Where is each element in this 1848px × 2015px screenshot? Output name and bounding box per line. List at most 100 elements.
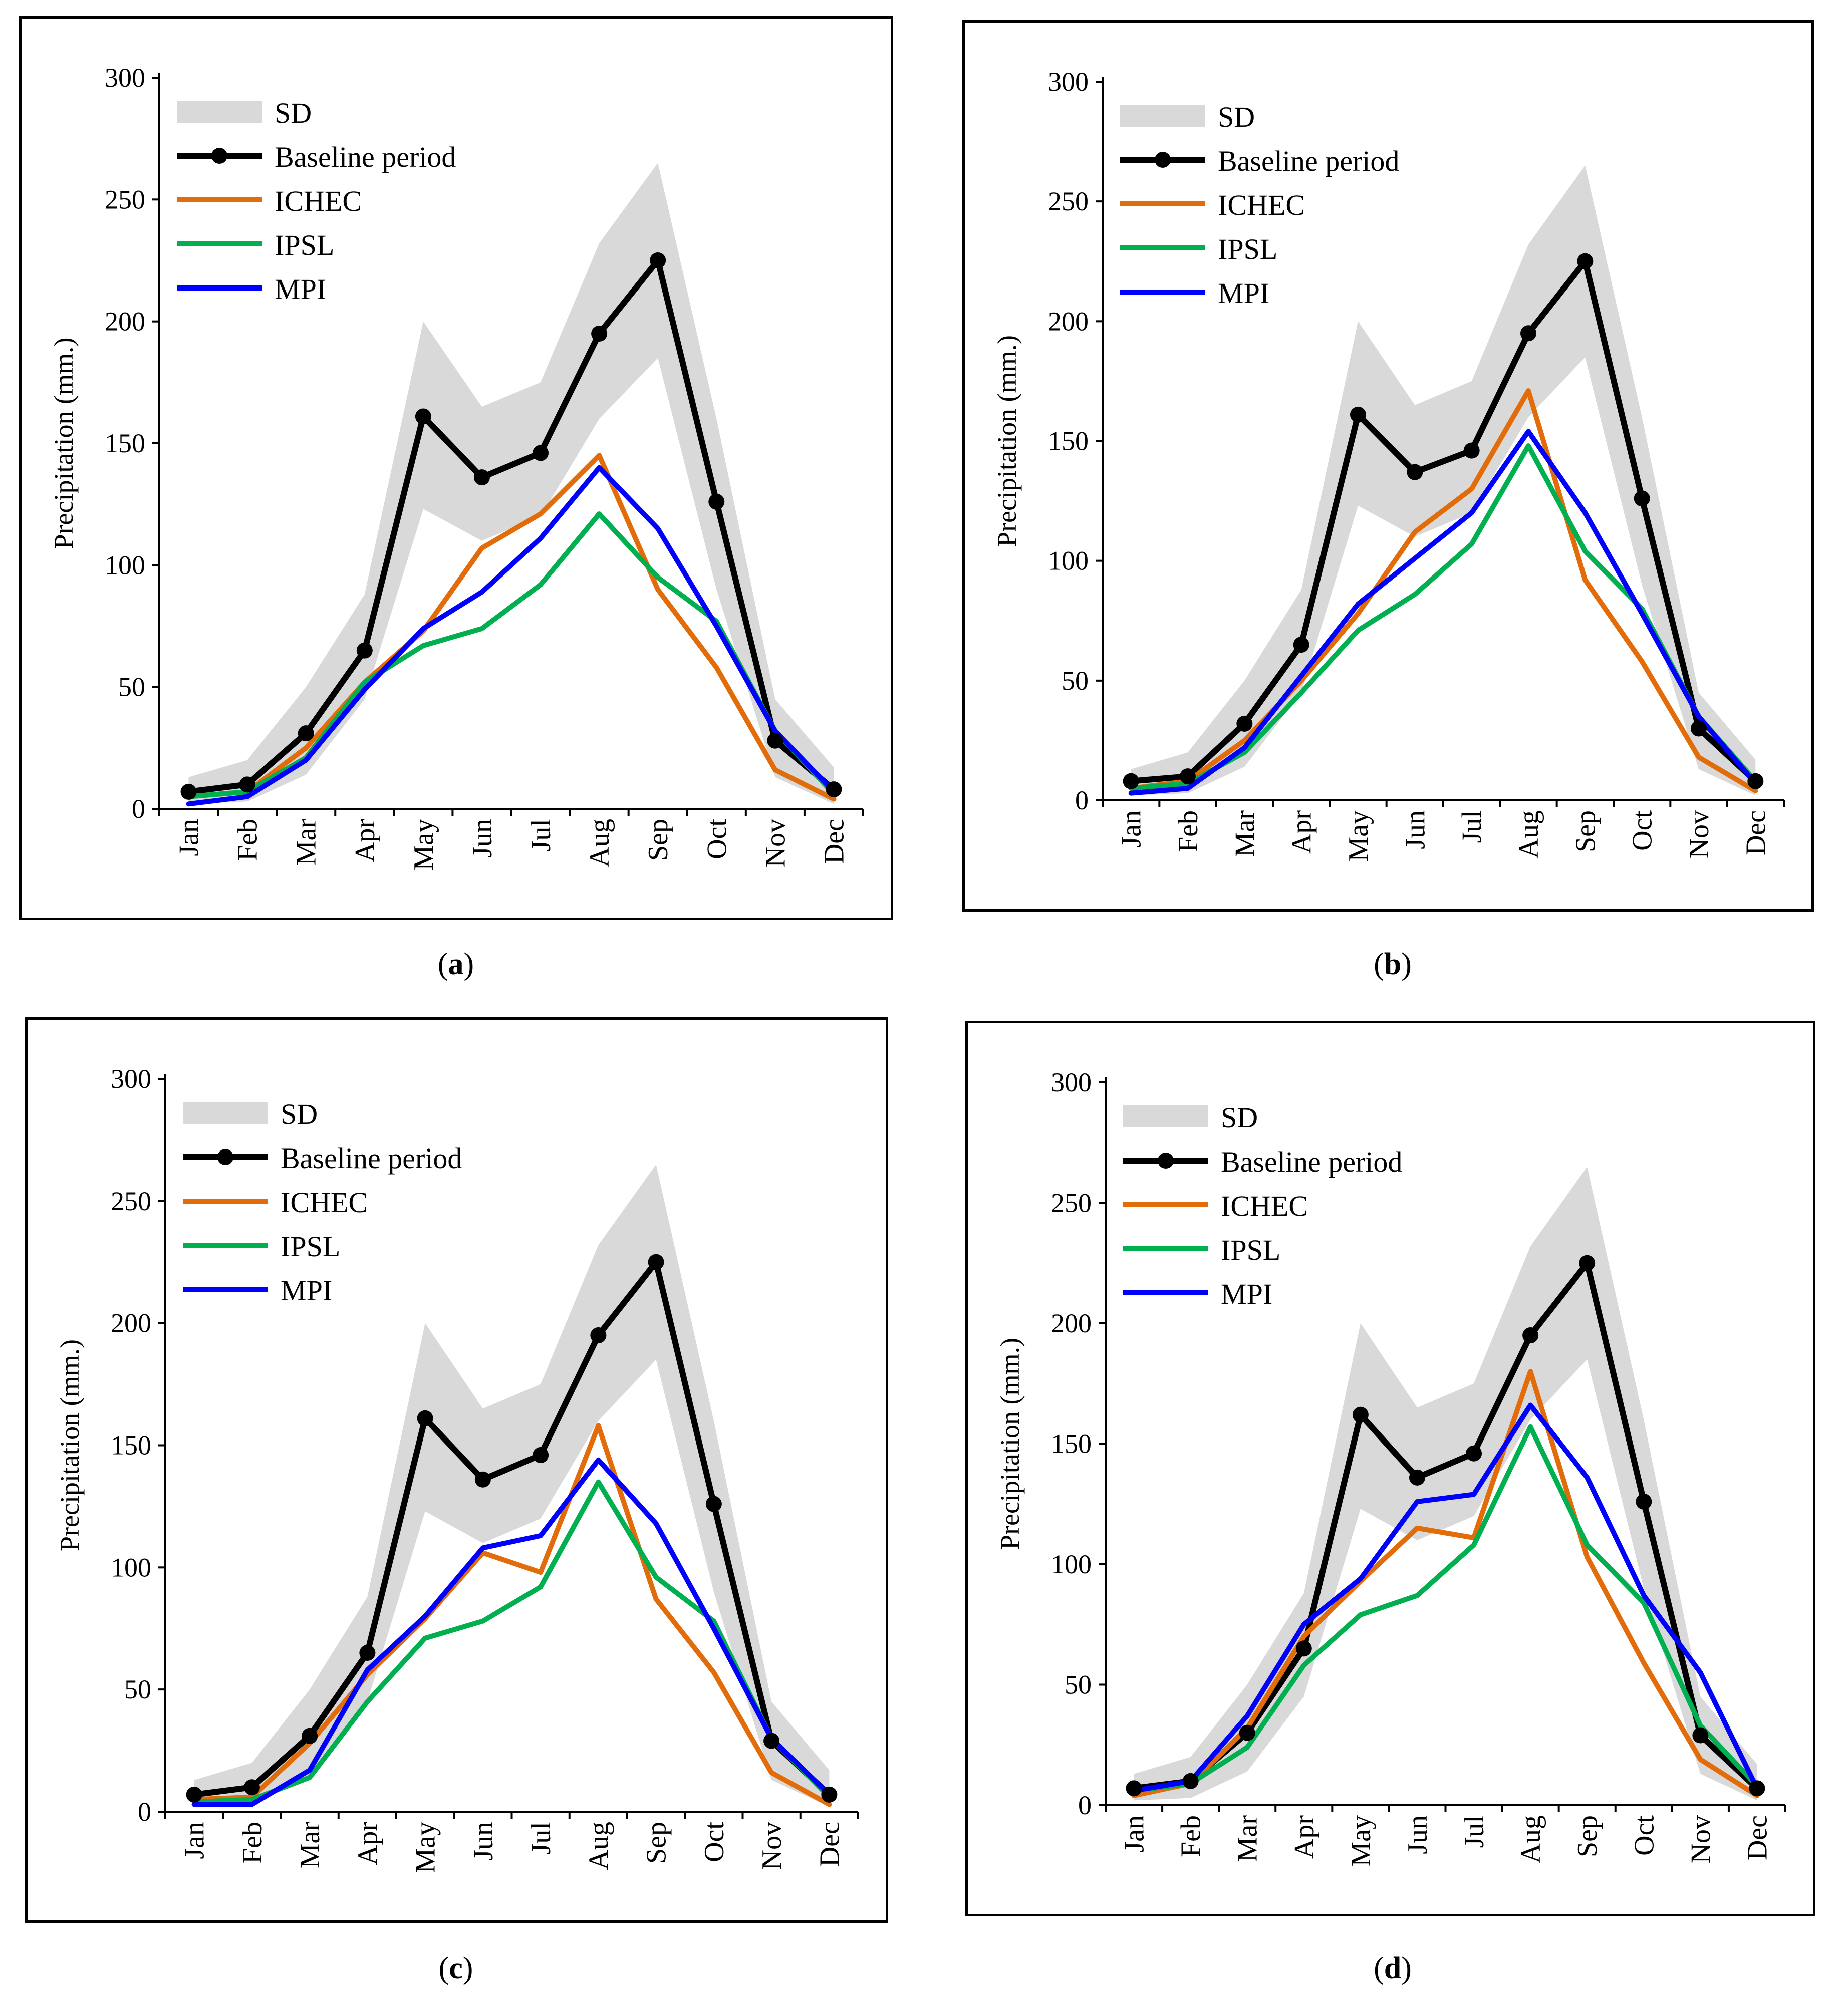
y-tick-label-a: 250: [105, 184, 145, 214]
y-tick-label-c: 0: [138, 1797, 151, 1827]
x-tick-label-c: Dec: [814, 1822, 845, 1867]
x-tick-label-d: Apr: [1289, 1815, 1320, 1859]
y-tick-label-b: 150: [1048, 426, 1089, 456]
baseline-point-b: [1520, 325, 1536, 342]
baseline-point-d: [1466, 1445, 1482, 1462]
x-tick-label-b: Feb: [1173, 810, 1204, 852]
y-tick-label-d: 0: [1078, 1790, 1092, 1820]
baseline-point-c: [302, 1728, 318, 1744]
x-tick-label-c: Apr: [352, 1822, 383, 1865]
y-tick-label-a: 200: [105, 307, 145, 337]
legend-label-ichec-a: ICHEC: [275, 185, 362, 217]
baseline-point-d: [1126, 1780, 1142, 1797]
baseline-point-c: [359, 1645, 376, 1661]
x-tick-label-b: Aug: [1513, 810, 1544, 858]
baseline-point-b: [1463, 442, 1480, 459]
baseline-point-a: [473, 469, 490, 486]
legend-label-sd-c: SD: [281, 1098, 318, 1130]
x-tick-label-a: Sep: [643, 819, 674, 861]
y-tick-label-a: 150: [105, 428, 145, 458]
y-tick-label-c: 250: [111, 1186, 151, 1216]
x-tick-label-a: Jul: [525, 819, 557, 851]
x-tick-label-a: May: [408, 819, 439, 871]
legend-label-ipsl-d: IPSL: [1221, 1234, 1280, 1266]
legend-marker-baseline-d: [1158, 1153, 1174, 1169]
baseline-point-c: [763, 1733, 780, 1749]
baseline-point-d: [1239, 1724, 1255, 1741]
x-tick-label-c: Feb: [237, 1822, 268, 1864]
y-tick-label-a: 50: [118, 672, 145, 702]
series-line-ipsl-c: [191, 1479, 832, 1805]
legend-marker-baseline-a: [211, 148, 227, 164]
legend-label-ichec-b: ICHEC: [1218, 189, 1305, 221]
y-axis-title-c: Precipitation (mm.): [55, 1339, 85, 1551]
x-tick-label-c: Jan: [179, 1822, 210, 1859]
baseline-point-a: [298, 725, 314, 742]
baseline-point-b: [1691, 720, 1707, 737]
y-tick-label-d: 150: [1051, 1429, 1092, 1459]
chart-b-svg: 0 50 100 150 200 250 300 Jan Feb Mar Apr May Jun Jul A…: [992, 67, 1785, 862]
baseline-point-d: [1182, 1773, 1199, 1789]
baseline-point-b: [1407, 464, 1423, 480]
y-axis-title-a: Precipitation (mm.): [49, 338, 79, 549]
y-tick-label-a: 0: [132, 794, 145, 824]
y-axis-title-b: Precipitation (mm.): [992, 335, 1022, 547]
baseline-point-d: [1749, 1780, 1765, 1797]
x-tick-label-b: Jan: [1116, 810, 1147, 848]
series-line-ichec-b: [1128, 388, 1758, 793]
chart-a-svg: 0 50 100 150 200 250 300 Jan Feb Mar Apr May Jun Jul A…: [49, 63, 864, 871]
legend-label-mpi-b: MPI: [1218, 277, 1269, 310]
x-tick-label-d: Dec: [1742, 1815, 1773, 1860]
x-tick-label-d: May: [1346, 1815, 1377, 1867]
x-tick-label-a: Jun: [467, 819, 498, 858]
x-tick-label-a: Apr: [350, 819, 381, 862]
legend-label-sd-d: SD: [1221, 1101, 1258, 1134]
series-line-mpi-d: [1131, 1402, 1760, 1794]
x-tick-label-d: Jun: [1402, 1815, 1433, 1854]
chart-panel-a: 0 50 100 150 200 250 300 Jan Feb Mar Apr May Jun Jul A…: [19, 16, 893, 920]
x-tick-label-c: Jul: [525, 1822, 557, 1854]
y-tick-label-b: 300: [1048, 67, 1089, 97]
x-tick-label-b: Oct: [1627, 810, 1658, 851]
x-tick-label-d: Nov: [1685, 1815, 1716, 1863]
x-tick-label-d: Jan: [1119, 1815, 1150, 1853]
y-tick-label-b: 0: [1075, 785, 1089, 815]
x-tick-label-d: Jul: [1459, 1815, 1490, 1848]
x-tick-label-b: Nov: [1684, 810, 1715, 858]
series-line-ichec-a: [186, 453, 837, 802]
legend-label-mpi-d: MPI: [1221, 1278, 1272, 1310]
baseline-point-c: [186, 1786, 202, 1803]
x-tick-label-b: Dec: [1740, 810, 1771, 855]
series-line-mpi-b: [1128, 429, 1758, 796]
baseline-point-a: [650, 252, 666, 268]
y-tick-label-c: 100: [111, 1552, 151, 1582]
legend-label-sd-a: SD: [275, 97, 312, 129]
baseline-point-a: [239, 776, 255, 793]
y-tick-label-c: 50: [124, 1674, 151, 1704]
legend-label-sd-b: SD: [1218, 101, 1255, 133]
series-line-ichec-c: [191, 1423, 832, 1807]
x-tick-label-d: Oct: [1629, 1815, 1660, 1856]
legend-label-ipsl-c: IPSL: [281, 1230, 340, 1263]
baseline-point-b: [1236, 715, 1253, 732]
y-tick-label-d: 50: [1065, 1670, 1092, 1700]
x-tick-label-c: May: [410, 1822, 441, 1873]
y-tick-label-d: 200: [1051, 1308, 1092, 1338]
baseline-point-c: [705, 1496, 722, 1512]
series-line-baseline-d: [1131, 1260, 1760, 1792]
x-tick-label-c: Oct: [699, 1822, 730, 1862]
x-tick-label-d: Sep: [1572, 1815, 1603, 1857]
x-tick-label-c: Jun: [468, 1822, 499, 1861]
baseline-point-c: [533, 1447, 549, 1464]
series-line-ichec-d: [1131, 1369, 1760, 1798]
x-tick-label-a: Feb: [232, 819, 263, 861]
series-line-baseline-b: [1128, 258, 1759, 784]
chart-panel-c: 0 50 100 150 200 250 300 Jan Feb Mar Apr May Jun Jul A…: [25, 1017, 888, 1923]
baseline-point-d: [1352, 1406, 1369, 1423]
legend-label-baseline-d: Baseline period: [1221, 1145, 1402, 1178]
y-tick-label-a: 300: [105, 63, 145, 93]
y-tick-label-c: 300: [111, 1064, 151, 1094]
chart-panel-d: 0 50 100 150 200 250 300 Jan Feb Mar Apr May Jun Jul A…: [965, 1021, 1815, 1916]
x-tick-label-a: Oct: [701, 819, 732, 859]
legend-label-mpi-c: MPI: [281, 1274, 332, 1307]
